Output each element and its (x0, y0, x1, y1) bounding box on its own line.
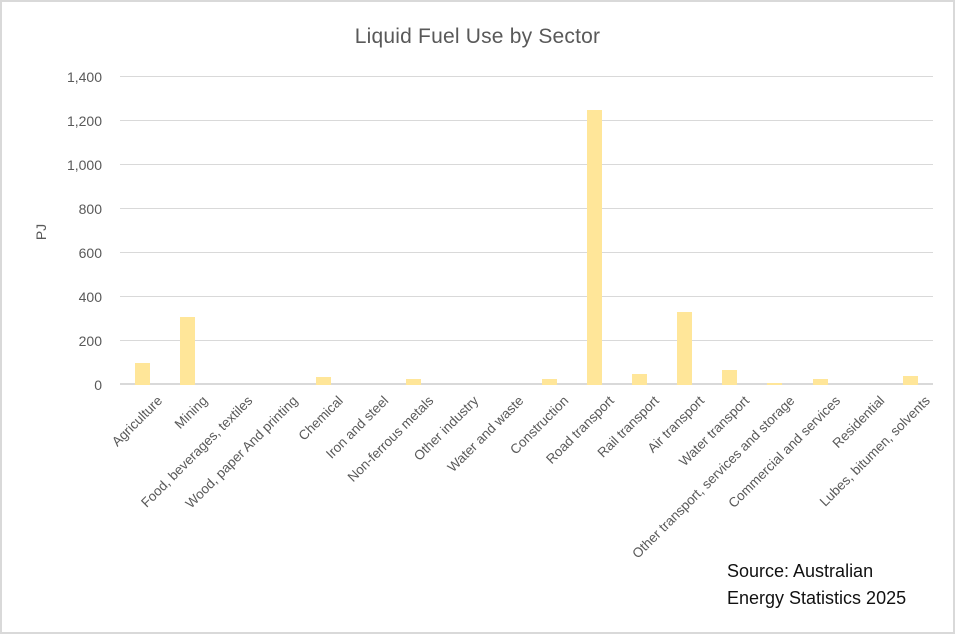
gridline (120, 164, 933, 165)
plot-area (120, 76, 933, 385)
y-tick-label: 1,400 (66, 69, 102, 85)
bar (722, 370, 738, 385)
y-tick-label: 400 (78, 289, 102, 305)
y-tick-label: 600 (78, 245, 102, 261)
source-line-1: Source: Australian (727, 561, 874, 581)
bar-slot (301, 77, 346, 385)
gridline (120, 340, 933, 341)
bar-slot (391, 77, 436, 385)
bar-slot (843, 77, 888, 385)
x-axis-labels: Agriculture Mining Food, beverages, textil… (109, 393, 933, 578)
bar (135, 363, 151, 385)
x-category-label: Other transport, services and storage (629, 393, 798, 562)
bar (180, 316, 196, 385)
y-tick-label: 0 (94, 377, 102, 393)
source-note: Source: Australian Energy Statistics 202… (727, 558, 906, 612)
bars-layer (120, 77, 933, 385)
gridline (120, 252, 933, 253)
source-line-2: Energy Statistics 2025 (727, 588, 907, 608)
bar (541, 379, 557, 385)
gridline (120, 296, 933, 297)
x-axis-line (120, 383, 933, 385)
gridline (120, 76, 933, 77)
bar-slot (256, 77, 301, 385)
bar (586, 110, 602, 385)
bar-slot (752, 77, 797, 385)
bar-slot (707, 77, 752, 385)
x-category-label: Non-ferrous metals (344, 393, 437, 485)
bar-slot (210, 77, 255, 385)
bar-slot (436, 77, 481, 385)
bar-slot (662, 77, 707, 385)
bar-slot (572, 77, 617, 385)
bar-slot (888, 77, 933, 385)
y-tick-label: 1,000 (66, 157, 102, 173)
bar (903, 376, 918, 385)
bar-slot (481, 77, 526, 385)
bar (677, 312, 693, 385)
bar (631, 374, 647, 385)
gridline (120, 120, 933, 121)
bar-slot (527, 77, 572, 385)
y-axis-tick-labels: 0 200 400 600 800 1,000 1,200 1,400 (32, 69, 102, 393)
bar (812, 379, 828, 385)
y-tick-label: 1,200 (66, 113, 102, 129)
bar-slot (798, 77, 843, 385)
gridline (120, 208, 933, 209)
x-category-label: Mining (171, 393, 211, 432)
bar (767, 383, 783, 385)
y-tick-label: 200 (78, 333, 102, 349)
bar (315, 376, 331, 385)
bar-slot (120, 77, 165, 385)
bar (406, 378, 422, 385)
x-category-label: Agriculture (108, 393, 166, 450)
bar-slot (346, 77, 391, 385)
chart-title: Liquid Fuel Use by Sector (354, 25, 601, 48)
bar-slot (617, 77, 662, 385)
y-tick-label: 800 (78, 201, 102, 217)
bar-slot (165, 77, 210, 385)
